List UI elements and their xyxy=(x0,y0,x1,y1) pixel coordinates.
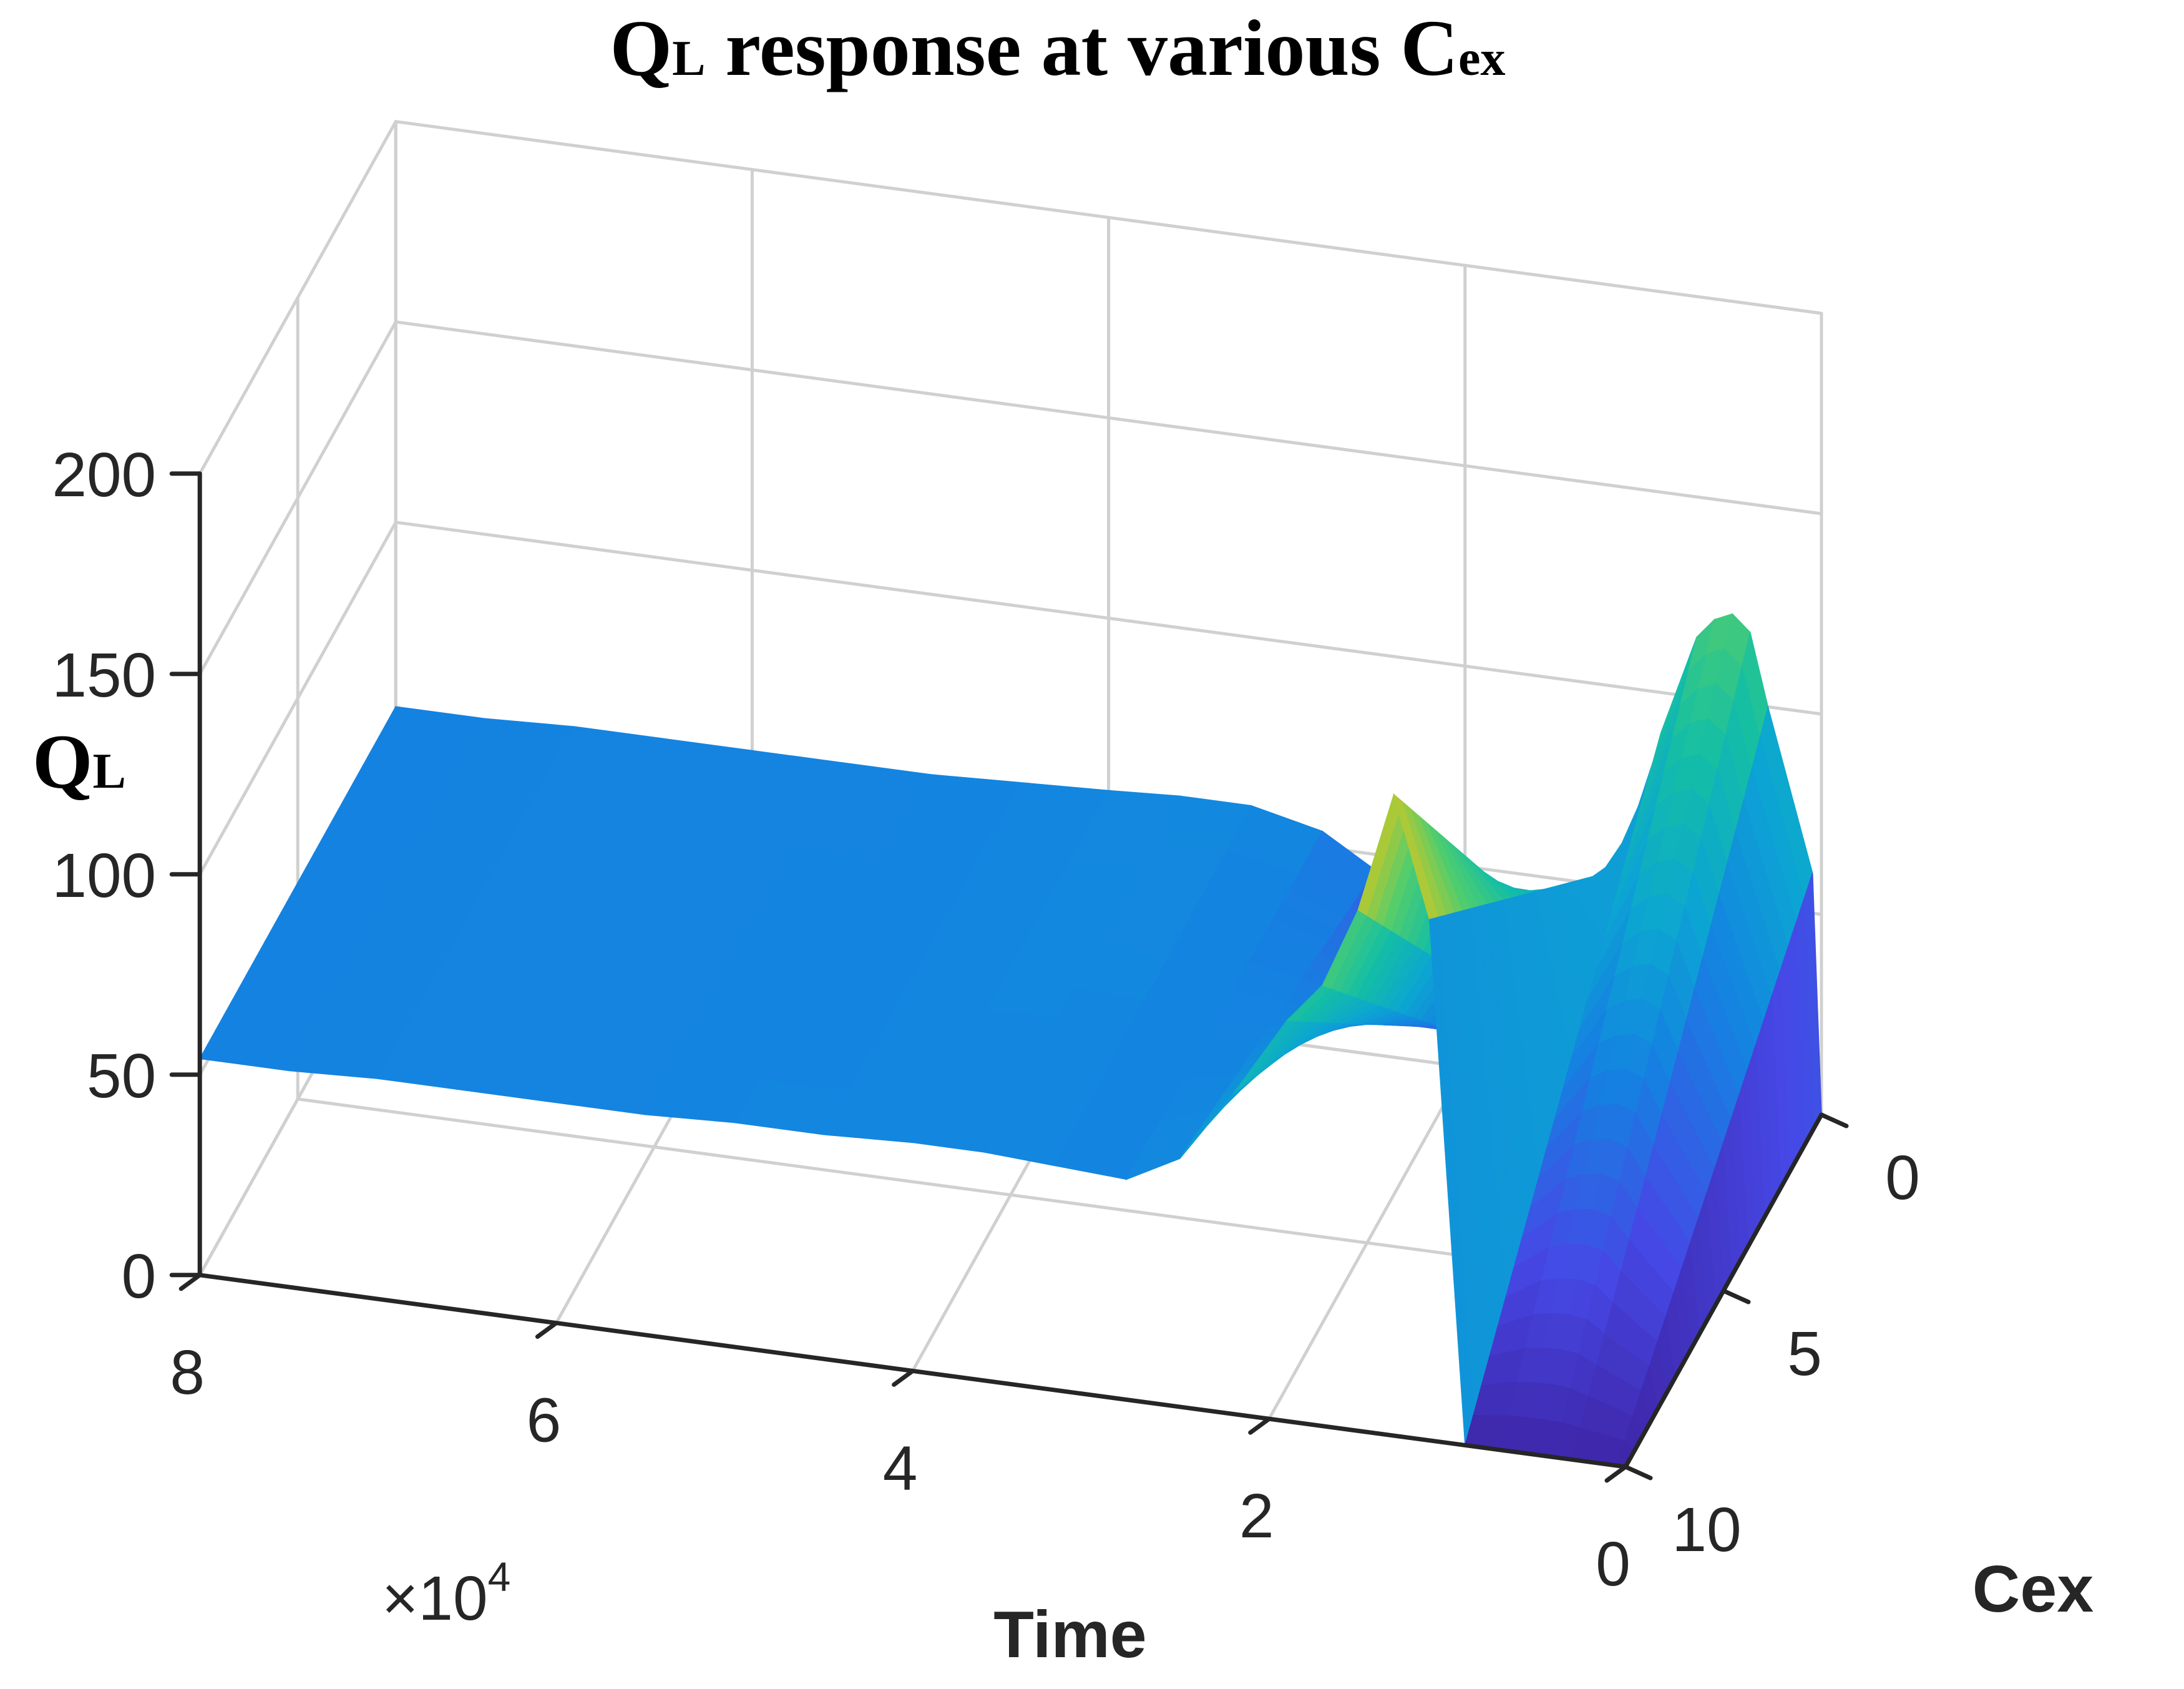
surface-patch xyxy=(1191,1048,1255,1064)
x-tick-label: 2 xyxy=(1239,1481,1274,1551)
y-tick-mark xyxy=(1623,1464,1653,1481)
x-tick-mark xyxy=(178,1273,202,1291)
x-tick-label: 8 xyxy=(170,1338,205,1408)
y-tick-label: 5 xyxy=(1787,1319,1822,1389)
y-tick-label: 10 xyxy=(1672,1495,1741,1565)
surface-plot xyxy=(199,613,1822,1467)
x-tick-mark xyxy=(535,1321,558,1339)
x-axis-label: Time xyxy=(993,1598,1147,1672)
side-wall-z-gridline xyxy=(198,120,397,476)
chart-title: QL response at various Cex xyxy=(610,4,1506,92)
y-tick-mark xyxy=(1721,1288,1751,1305)
z-axis-label: QL xyxy=(32,719,126,805)
back-wall-z-gridline xyxy=(394,521,1823,716)
z-tick-label: 200 xyxy=(52,440,156,510)
side-wall-z-gridline xyxy=(198,521,397,876)
side-wall-z-gridline xyxy=(198,320,397,676)
x-tick-mark xyxy=(892,1368,915,1387)
y-axis-label: Cex xyxy=(1972,1552,2094,1626)
x-tick-mark xyxy=(1248,1416,1272,1435)
back-wall-z-gridline xyxy=(394,120,1823,315)
axis-labels: QL response at various Cex QL Time Cex ×… xyxy=(32,4,2094,1672)
back-wall-z-gridline xyxy=(394,320,1823,516)
y-tick-mark xyxy=(1819,1112,1849,1128)
y-tick-label: 0 xyxy=(1885,1143,1920,1213)
z-tick-label: 100 xyxy=(52,841,156,911)
z-tick-label: 50 xyxy=(87,1041,156,1111)
axis-lines xyxy=(169,471,1849,1483)
z-tick-label: 150 xyxy=(52,640,156,710)
z-tick-label: 0 xyxy=(122,1241,157,1311)
x-tick-label: 0 xyxy=(1596,1529,1631,1599)
x-tick-label: 6 xyxy=(527,1386,562,1456)
x-tick-label: 4 xyxy=(883,1433,918,1503)
x-exponent-label: ×104 xyxy=(382,1554,510,1633)
x-tick-mark xyxy=(1604,1464,1628,1483)
